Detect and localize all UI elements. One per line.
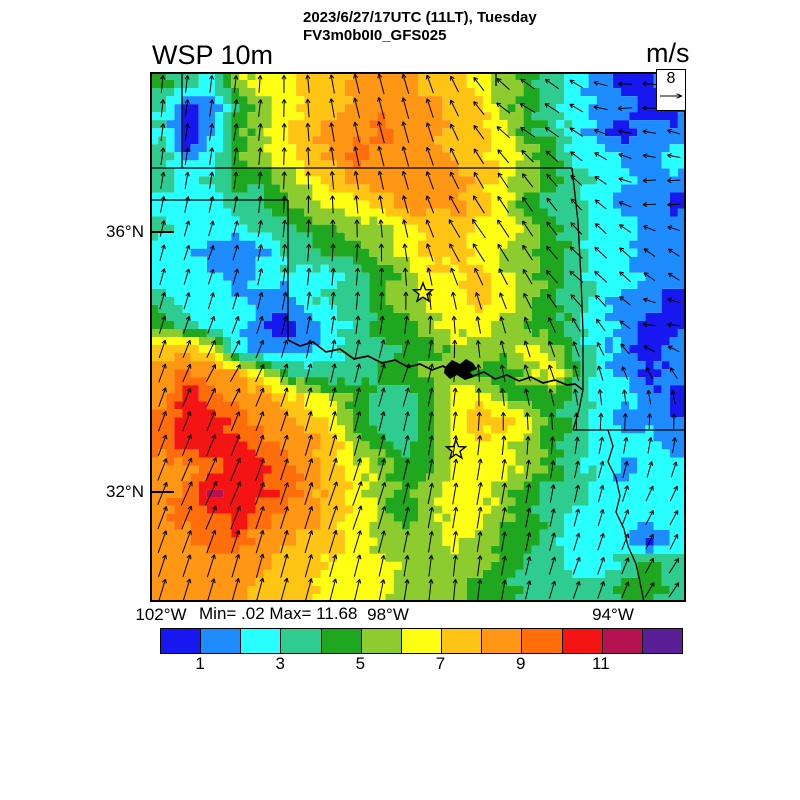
colorbar-tick-label: 3 — [275, 654, 285, 673]
colorbar-tick-label: 7 — [435, 654, 446, 673]
lon-tick-label-94w: 94°W — [592, 605, 634, 624]
reference-arrow-icon — [659, 93, 682, 99]
lake-texoma-shape — [444, 359, 477, 380]
minmax-stats: Min= .02 Max= 11.68 — [199, 604, 358, 623]
lat-tick-label-32n: 32°N — [106, 482, 144, 501]
colorbar-segment — [241, 629, 282, 653]
lon-tick-label-102w: 102°W — [135, 605, 187, 624]
lat-ticks — [150, 231, 174, 493]
lon-tick-label-98w: 98°W — [367, 605, 409, 624]
colorbar-segment — [442, 629, 483, 653]
wind-speed-map — [150, 72, 686, 602]
units-label: m/s — [646, 38, 690, 68]
colorbar-segment — [281, 629, 322, 653]
colorbar-segment — [401, 629, 443, 653]
colorbar-segment — [522, 629, 563, 653]
colorbar-tick-label: 9 — [515, 654, 526, 673]
wind-arrows — [157, 73, 681, 602]
wind-speed-field — [150, 72, 686, 602]
colorbar-segment — [482, 629, 523, 653]
model-run-label: FV3m0b0I0_GFS025 — [303, 27, 447, 44]
colorbar-tick-label: 5 — [355, 654, 366, 673]
lat-tick-label-36n: 36°N — [106, 222, 144, 241]
colorbar-segment — [642, 629, 683, 653]
variable-label: WSP 10m — [152, 40, 274, 70]
colorbar-labels: 1 3 5 7 9 11 — [160, 654, 681, 676]
reference-speed-value: 8 — [666, 70, 676, 87]
colorbar-segment — [321, 629, 362, 653]
reference-arrow-box: 8 — [656, 69, 686, 111]
colorbar-segment — [361, 629, 402, 653]
colorbar-tick-label: 11 — [592, 654, 610, 673]
map-border-frame — [150, 72, 686, 602]
colorbar-tick-label: 1 — [195, 654, 205, 673]
colorbar — [160, 628, 683, 654]
map-canvas — [150, 72, 686, 602]
colorbar-segment — [602, 629, 643, 653]
colorbar-segment — [562, 629, 603, 653]
colorbar-segment — [201, 629, 242, 653]
city-star-marker — [411, 281, 435, 303]
colorbar-segment — [161, 629, 202, 653]
city-star-marker — [444, 438, 468, 460]
page-title: 2023/6/27/17UTC (11LT), Tuesday — [303, 9, 537, 26]
